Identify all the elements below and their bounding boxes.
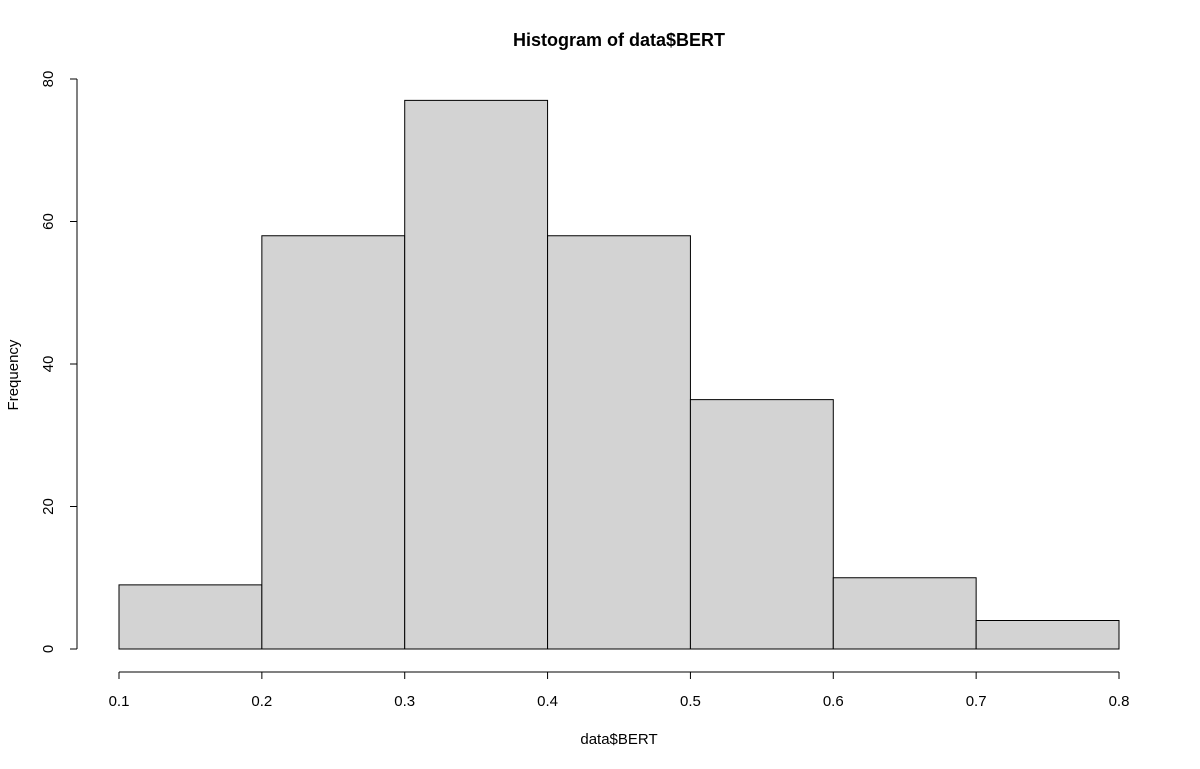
chart-title: Histogram of data$BERT (513, 30, 725, 50)
histogram-bar (404, 99, 549, 650)
y-tick-label: 0 (40, 645, 57, 653)
bars-layer (118, 99, 1120, 650)
y-tick-label: 80 (40, 71, 57, 88)
x-tick-label: 0.1 (109, 693, 130, 710)
x-tick-label: 0.7 (966, 693, 987, 710)
histogram-bar (547, 235, 691, 650)
y-tick-label: 20 (40, 498, 57, 515)
x-tick-label: 0.2 (251, 693, 272, 710)
y-tick-label: 40 (40, 356, 57, 373)
histogram-bar (689, 399, 834, 650)
x-tick-label: 0.8 (1109, 693, 1130, 710)
x-tick-label: 0.3 (394, 693, 415, 710)
histogram-bar (118, 584, 263, 650)
x-axis-title: data$BERT (580, 731, 657, 748)
axes-layer: 0.1 0.2 0.3 0.4 0.5 0.6 0.7 0.8 0 20 40 60 80 (40, 71, 1129, 710)
x-tick-label: 0.4 (537, 693, 558, 710)
y-tick-label: 60 (40, 213, 57, 230)
histogram-bar (261, 235, 406, 650)
histogram-bar (832, 577, 977, 650)
histogram-bar (975, 620, 1120, 650)
x-tick-label: 0.5 (680, 693, 701, 710)
x-tick-label: 0.6 (823, 693, 844, 710)
y-axis-title: Frequency (5, 339, 22, 410)
